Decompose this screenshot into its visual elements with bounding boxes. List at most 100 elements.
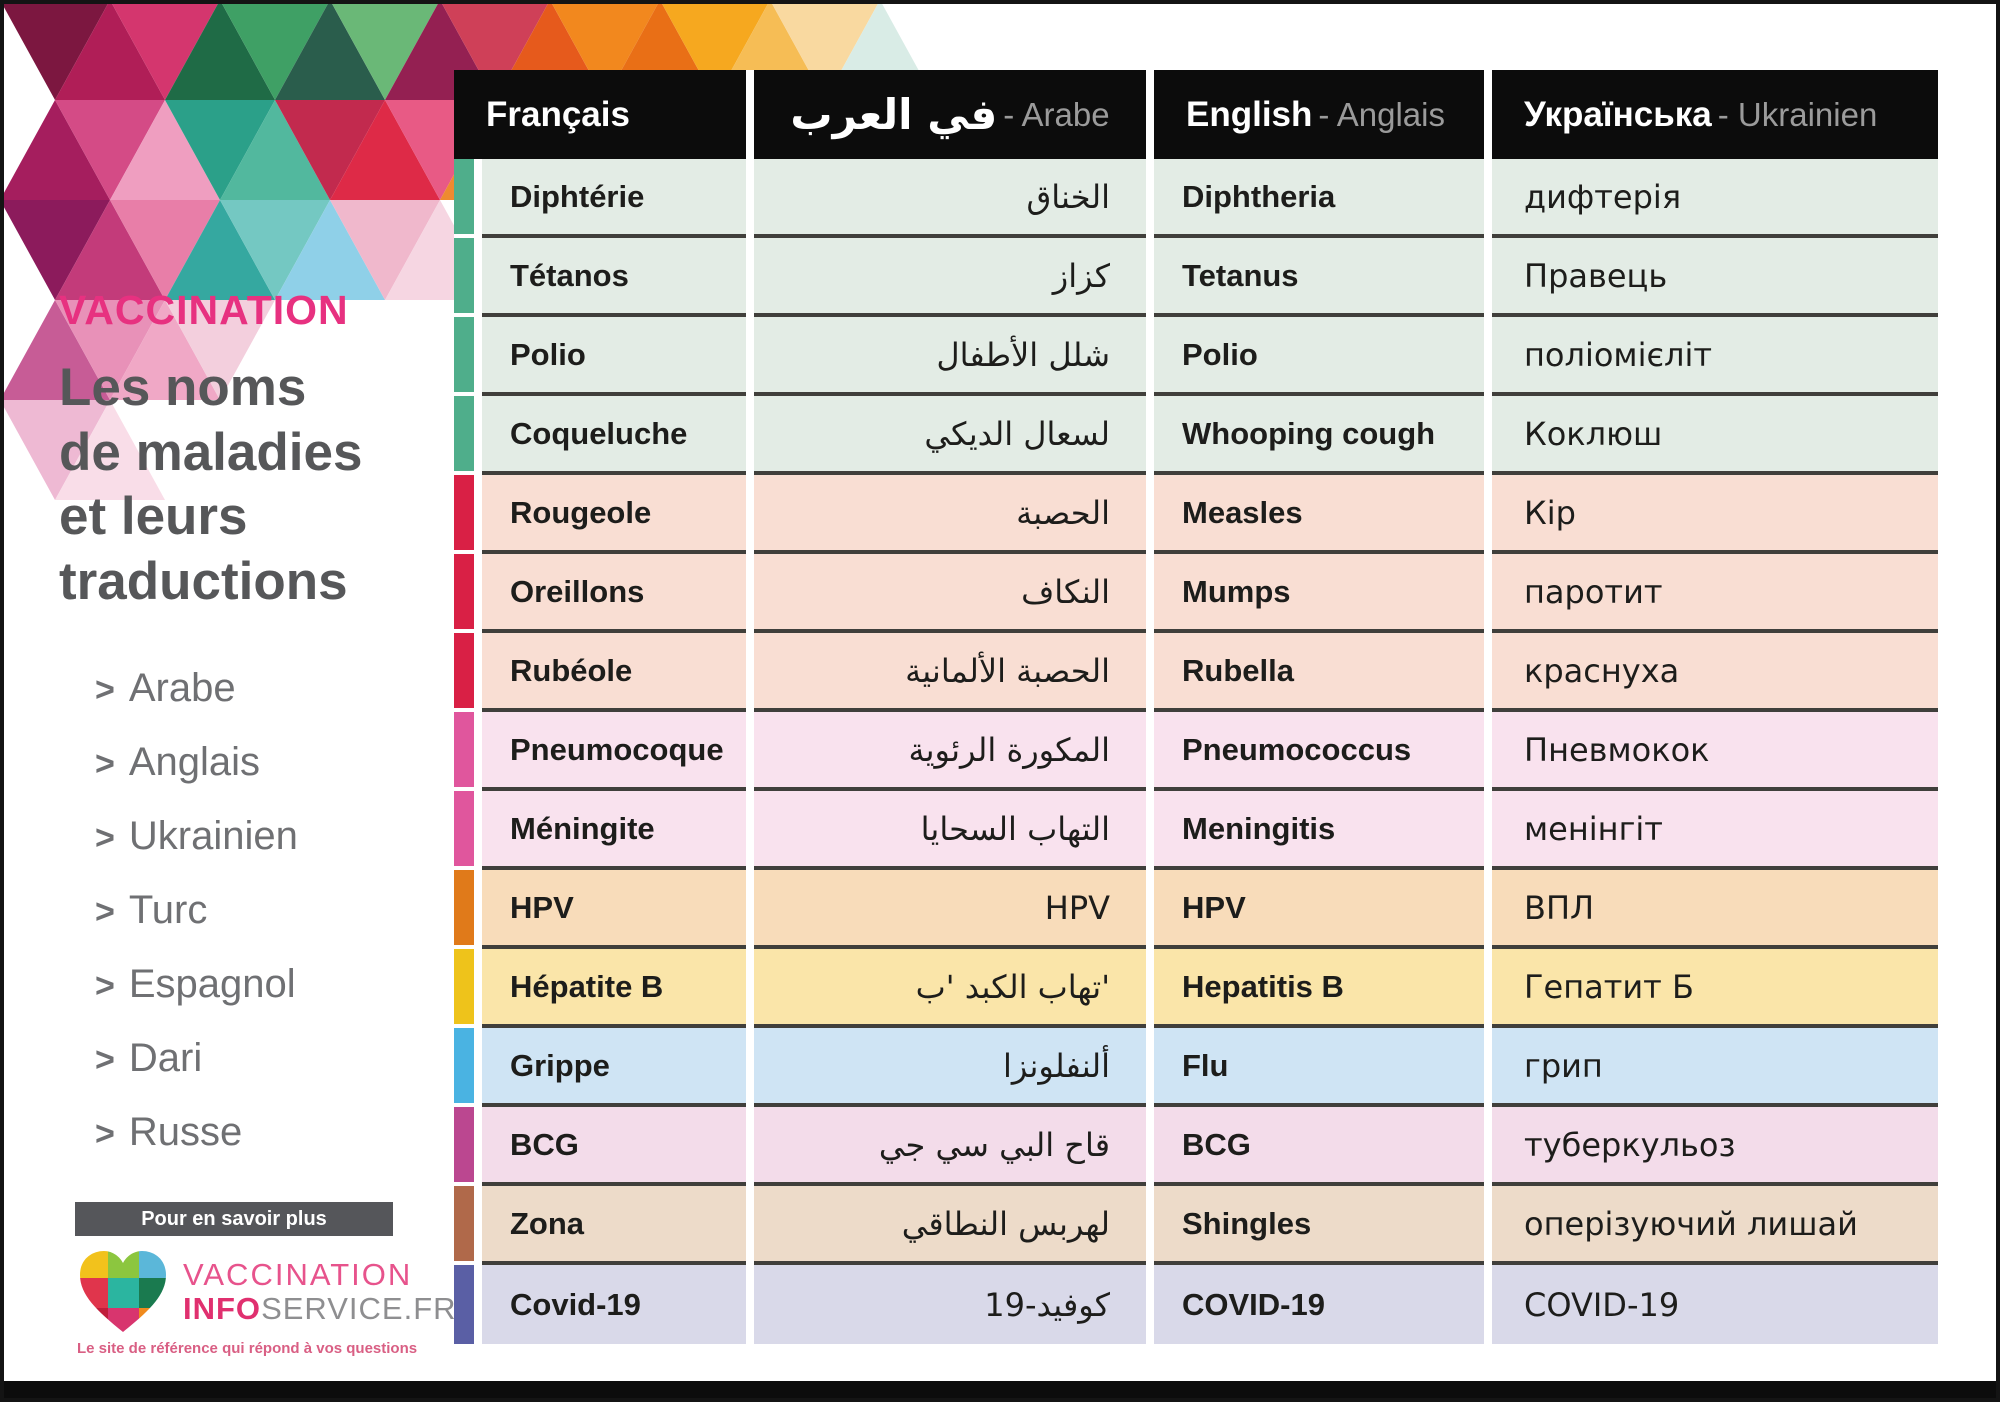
cell-english: Hepatitis B [1154,949,1484,1028]
table-row: Tétanos كزاز Tetanus Правець [454,238,1938,317]
page-title-line: traductions [59,551,348,611]
table-header-row: Français في العرب - Arabe English - Angl… [454,70,1938,159]
cell-english: HPV [1154,870,1484,949]
cell-arabe: كوفيد-19 [754,1265,1146,1344]
cell-english: BCG [1154,1107,1484,1186]
language-label: Turc [128,888,208,932]
cell-arabe: ألنفلونزا [754,1028,1146,1107]
table-row: Pneumocoque المكورة الرئوية Pneumococcus Пн… [454,712,1938,791]
row-accent-bar [454,1028,474,1107]
chevron-right-icon: > [95,893,115,931]
cell-ukrainien: паротит [1492,554,1938,633]
cell-english: Whooping cough [1154,396,1484,475]
table-row: Hépatite B 'تهاب الكبد 'ب Hepatitis B Гепат… [454,949,1938,1028]
cell-francais: Coqueluche [482,396,746,475]
table-row: Grippe ألنفلونزا Flu грип [454,1028,1938,1107]
cell-francais: Grippe [482,1028,746,1107]
language-list-item: > Arabe [95,652,455,726]
cell-ukrainien: оперізуючий лишай [1492,1186,1938,1265]
language-label: Ukrainien [128,814,298,858]
cell-francais: Tétanos [482,238,746,317]
table-row: Rougeole الحصبة Measles Кір [454,475,1938,554]
row-accent-bar [454,475,474,554]
chevron-right-icon: > [95,819,115,857]
cell-francais: BCG [482,1107,746,1186]
table-row: Zona لهربس النطاقي Shingles оперізуючий лиш… [454,1186,1938,1265]
header-english: English - Anglais [1154,70,1484,159]
logo-servicefr: SERVICE.FR [261,1291,457,1326]
header-english-label: English [1186,94,1313,134]
row-accent-bar [454,791,474,870]
row-accent-bar [454,1107,474,1186]
language-label: Anglais [128,740,261,784]
row-accent-bar [454,633,474,712]
cell-arabe: HPV [754,870,1146,949]
bottom-bar [4,1381,1996,1398]
cell-english: Polio [1154,317,1484,396]
row-accent-bar [454,396,474,475]
cell-ukrainien: Коклюш [1492,396,1938,475]
cell-arabe: الحصبة [754,475,1146,554]
logo-info: INFO [183,1291,262,1326]
cell-francais: Rougeole [482,475,746,554]
cell-arabe: قاح البي سي جي [754,1107,1146,1186]
cell-francais: Polio [482,317,746,396]
language-list-item: > Anglais [95,726,455,800]
page-title-line: de maladies [59,422,363,482]
language-label: Arabe [128,666,236,710]
table-row: Coqueluche لسعال الديكي Whooping cough Кокл… [454,396,1938,475]
cell-ukrainien: туберкульоз [1492,1107,1938,1186]
cell-english: Flu [1154,1028,1484,1107]
header-arabe-sub: - Arabe [1003,95,1110,133]
row-accent-bar [454,712,474,791]
more-info-banner: Pour en savoir plus [75,1202,393,1236]
chevron-right-icon: > [95,745,115,783]
cell-arabe: لهربس النطاقي [754,1186,1146,1265]
vaccination-info-service-logo: VACCINATION INFOSERVICE.FR [77,1248,457,1336]
language-list-item: > Turc [95,874,455,948]
chevron-right-icon: > [95,1115,115,1153]
cell-english: Measles [1154,475,1484,554]
header-ukrainien-label: Українська [1524,94,1712,134]
cell-arabe: كزاز [754,238,1146,317]
table-row: HPV HPV HPV ВПЛ [454,870,1938,949]
cell-francais: Oreillons [482,554,746,633]
cell-ukrainien: ВПЛ [1492,870,1938,949]
row-accent-bar [454,159,474,238]
cell-english: Meningitis [1154,791,1484,870]
page-title-line: et leurs [59,487,248,547]
page-title-line: Les noms [59,358,307,417]
logo-line-infoservice: INFOSERVICE.FR [183,1291,457,1326]
table-body: Diphtérie الخناق Diphtheria дифтерія Tétanos… [454,159,1938,1344]
cell-francais: HPV [482,870,746,949]
table-row: Méningite التهاب السحايا Meningitis менінгі… [454,791,1938,870]
header-arabe: في العرب - Arabe [754,70,1146,159]
cell-francais: Hépatite B [482,949,746,1028]
cell-francais: Diphtérie [482,159,746,238]
row-accent-bar [454,870,474,949]
table-row: Covid-19 كوفيد-19 COVID-19 COVID-19 [454,1265,1938,1344]
row-accent-bar [454,949,474,1028]
chevron-right-icon: > [95,671,115,709]
language-list: > Arabe > Anglais > Ukrainien > Turc > Espagnol > D… [95,652,455,1170]
cell-francais: Covid-19 [482,1265,746,1344]
language-label: Espagnol [128,962,296,1006]
cell-english: Pneumococcus [1154,712,1484,791]
logo-line-vaccination: VACCINATION [183,1256,413,1292]
cell-ukrainien: Кір [1492,475,1938,554]
cell-francais: Méningite [482,791,746,870]
cell-english: COVID-19 [1154,1265,1484,1344]
cell-arabe: الخناق [754,159,1146,238]
logo-text: VACCINATION INFOSERVICE.FR [183,1256,457,1326]
cell-ukrainien: COVID-19 [1492,1265,1938,1344]
cell-english: Shingles [1154,1186,1484,1265]
cell-ukrainien: грип [1492,1028,1938,1107]
cell-arabe: 'تهاب الكبد 'ب [754,949,1146,1028]
cell-english: Diphtheria [1154,159,1484,238]
table-row: Rubéole الحصبة الألمانية Rubella краснуха [454,633,1938,712]
heart-mosaic-icon [80,1251,166,1332]
chevron-right-icon: > [95,1041,115,1079]
page-title: Les noms de maladies et leurs traductions [59,356,479,615]
row-accent-bar [454,317,474,396]
